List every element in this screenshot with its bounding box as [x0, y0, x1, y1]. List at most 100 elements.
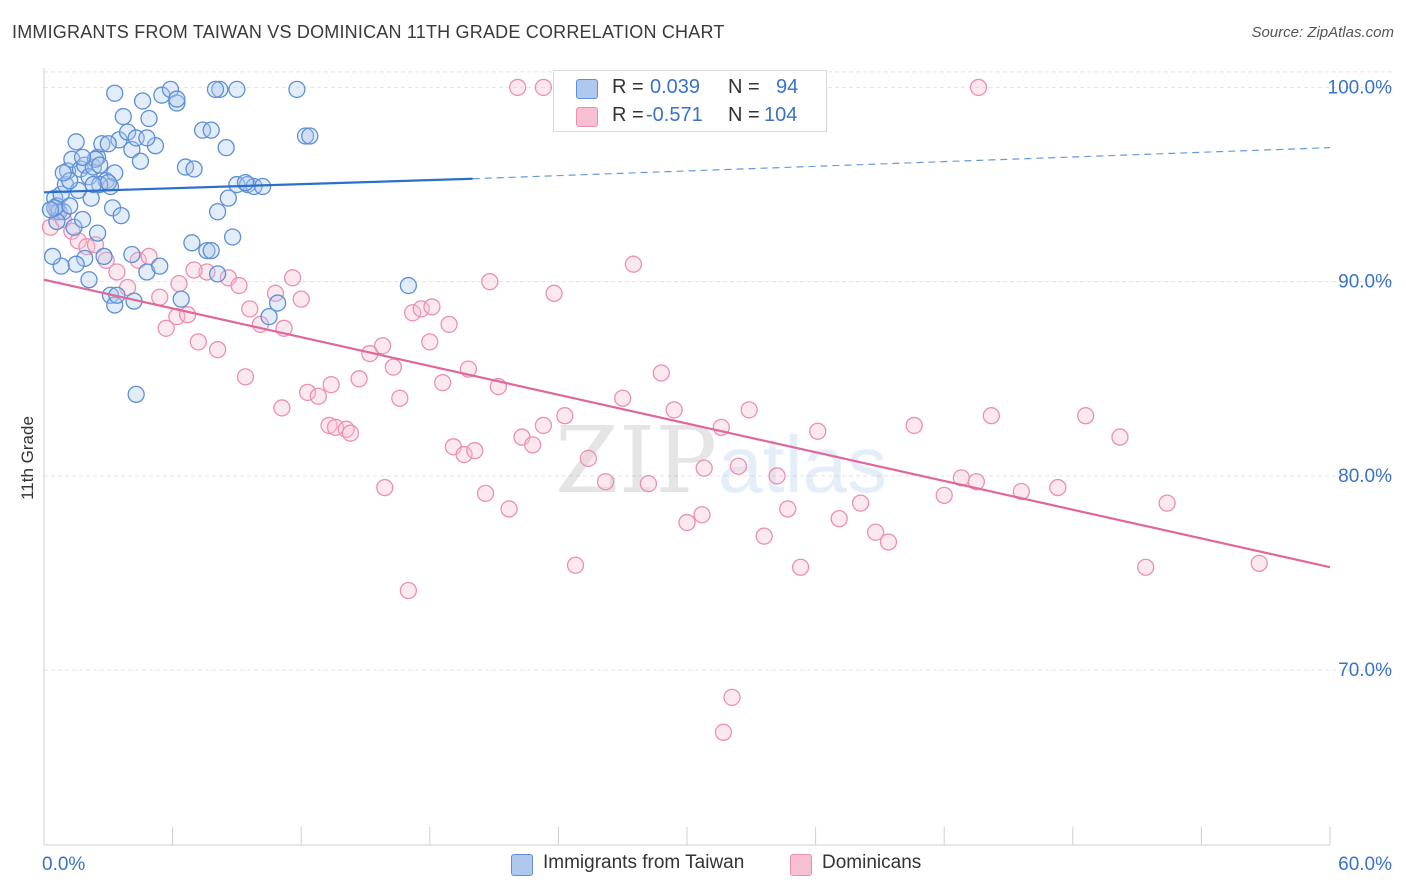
y-tick-label: 70.0% — [1338, 660, 1392, 681]
dominicans-point — [434, 374, 452, 392]
taiwan-point — [99, 135, 117, 153]
taiwan-point — [67, 255, 85, 273]
dominicans-point — [1012, 482, 1031, 501]
dominicans-point — [624, 255, 643, 273]
dominicans-point — [283, 269, 302, 287]
dominicans-point — [230, 276, 248, 295]
bottom-legend-label-taiwan: Immigrants from Taiwan — [543, 852, 745, 873]
taiwan-point — [88, 224, 107, 242]
dominicans-point — [740, 401, 758, 419]
dominicans-point — [129, 251, 147, 269]
legend-r-value-taiwan: 0.039 — [650, 76, 701, 98]
bottom-legend-swatch-taiwan — [511, 854, 533, 876]
dominicans-point — [423, 298, 441, 316]
taiwan-point — [301, 127, 319, 145]
legend-r-label: R = — [612, 76, 644, 98]
taiwan-point — [118, 123, 137, 141]
dominicans-point — [566, 556, 585, 574]
dominicans-point — [693, 506, 711, 524]
dominicans-point — [524, 436, 542, 454]
taiwan-point — [202, 241, 220, 260]
dominicans-point — [404, 304, 422, 322]
legend-n-label: N = — [728, 76, 760, 98]
dominicans-point — [208, 341, 227, 359]
tick-labels: 70.0% 80.0% 90.0% 100.0% 0.0% 60.0% — [42, 77, 1392, 875]
taiwan-point — [260, 307, 278, 326]
legend-r-value-dominicans: -0.571 — [646, 104, 703, 126]
dominicans-point — [982, 407, 1001, 425]
dominicans-point — [791, 558, 810, 576]
bottom-legend-label-dominicans: Dominicans — [822, 852, 922, 873]
dominicans-point — [421, 333, 439, 351]
taiwan-point — [168, 90, 186, 108]
taiwan-point — [185, 160, 203, 178]
taiwan-points — [41, 80, 418, 403]
dominicans-point — [350, 370, 368, 388]
taiwan-point — [151, 257, 169, 275]
source-label: Source: ZipAtlas.com — [1251, 24, 1394, 41]
dominicans-point — [905, 416, 923, 435]
bottom-legend-swatch-dominicans — [790, 854, 812, 876]
taiwan-point — [208, 265, 227, 283]
legend-row-dominicans: R = -0.571 N = 104 — [554, 102, 826, 130]
taiwan-point — [198, 241, 216, 260]
dominicans-point — [178, 306, 197, 324]
taiwan-point — [208, 203, 227, 221]
dominicans-point — [1049, 478, 1067, 497]
taiwan-point — [84, 175, 102, 194]
taiwan-trend-projection — [472, 147, 1331, 180]
taiwan-point — [73, 148, 92, 167]
taiwan-point — [138, 129, 156, 147]
dominicans-point — [292, 290, 310, 308]
dominicans-point — [241, 300, 259, 318]
dominicans-point — [309, 387, 327, 405]
dominicans-points — [41, 78, 1268, 741]
dominicans-point — [768, 467, 786, 485]
dominicans-point — [41, 218, 60, 236]
dominicans-point — [1158, 494, 1176, 512]
dominicans-point — [851, 494, 870, 512]
dominicans-point — [440, 315, 458, 334]
dominicans-point — [1077, 407, 1095, 425]
dominicans-point — [322, 375, 340, 394]
dominicans-point — [695, 459, 713, 477]
dominicans-point — [830, 510, 848, 528]
taiwan-point — [91, 156, 109, 174]
taiwan-point — [223, 228, 242, 246]
taiwan-point — [268, 294, 287, 312]
dominicans-point — [476, 484, 495, 503]
legend-n-value-dominicans: 104 — [764, 104, 798, 126]
dominicans-point — [466, 442, 484, 460]
x-tick-label-max: 60.0% — [1338, 854, 1392, 875]
taiwan-point — [296, 127, 315, 145]
taiwan-point — [54, 203, 72, 221]
taiwan-point — [236, 173, 255, 192]
dominicans-point — [1250, 554, 1268, 572]
taiwan-point — [43, 247, 62, 266]
y-axis-label: 11th Grade — [18, 416, 37, 500]
legend-r-label: R = — [612, 104, 644, 126]
dominicans-point — [614, 389, 632, 407]
taiwan-point — [80, 271, 98, 289]
correlation-legend: R = 0.039 N = 94 R = -0.571 N = 104 — [553, 70, 827, 132]
taiwan-point — [127, 385, 145, 403]
dominicans-point — [579, 449, 598, 468]
dominicans-point — [714, 723, 733, 741]
dominicans-point — [652, 364, 670, 382]
dominicans-point — [481, 273, 499, 291]
taiwan-point — [61, 197, 79, 215]
taiwan-point — [67, 133, 85, 151]
dominicans-point — [198, 263, 216, 281]
dominicans-point — [665, 401, 683, 419]
taiwan-point — [114, 107, 132, 126]
dominicans-point — [273, 399, 291, 417]
taiwan-point — [52, 257, 70, 275]
taiwan-point — [211, 80, 229, 99]
taiwan-point — [206, 80, 225, 99]
dominicans-point — [969, 78, 988, 97]
dominicans-point — [376, 478, 394, 497]
dominicans-point — [108, 263, 126, 281]
legend-row-taiwan: R = 0.039 N = 94 — [554, 74, 826, 102]
taiwan-point — [54, 164, 72, 182]
taiwan-point — [172, 290, 190, 308]
